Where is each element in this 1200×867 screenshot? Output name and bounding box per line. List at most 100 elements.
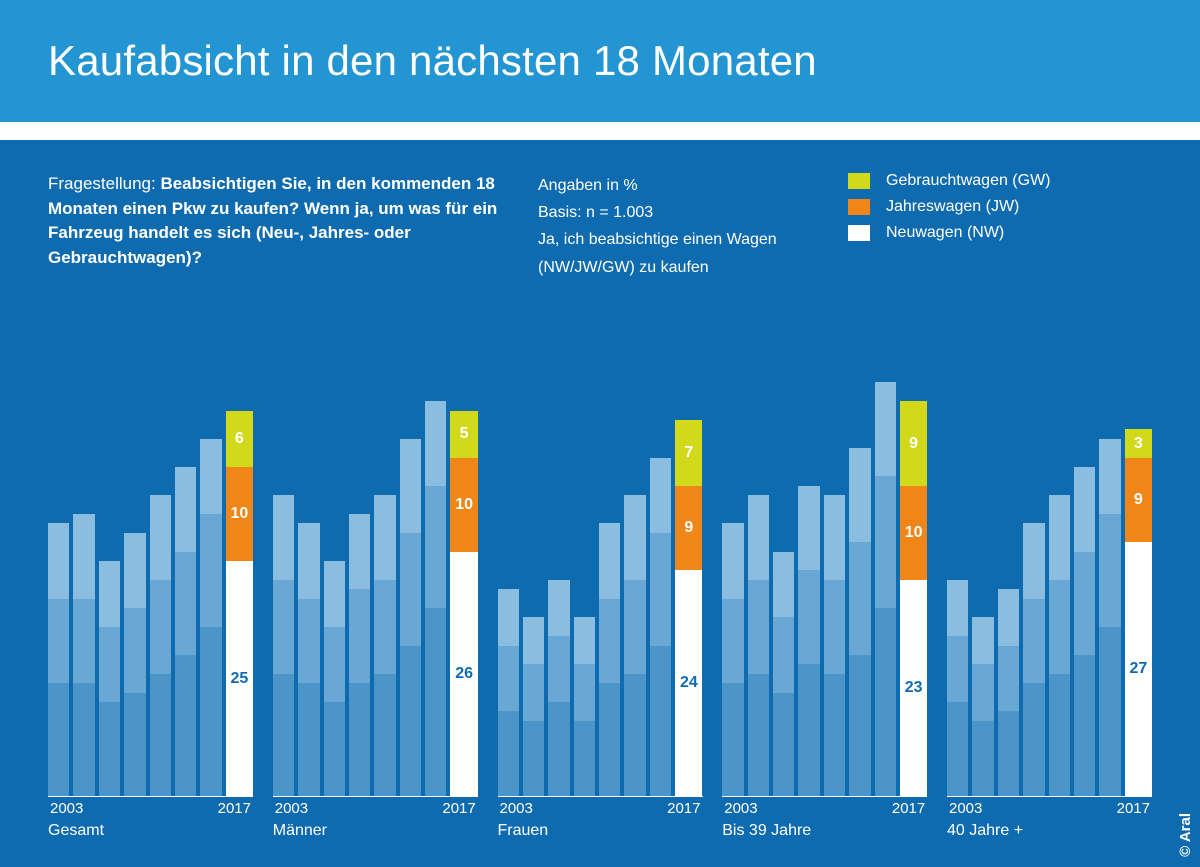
bar-seg-top — [1049, 495, 1070, 580]
bar-historical — [548, 580, 569, 796]
bar-seg-top — [875, 382, 896, 476]
bar-seg-top — [498, 589, 519, 645]
axis-labels: 20032017 — [48, 800, 253, 820]
bar-seg-top — [150, 495, 171, 580]
page: Kaufabsicht in den nächsten 18 Monaten F… — [0, 0, 1200, 867]
legend-item-nw: Neuwagen (NW) — [848, 224, 1148, 242]
question-label: Fragestellung: — [48, 174, 160, 193]
year-end: 2017 — [667, 800, 700, 817]
bar-seg-gw: 7 — [675, 420, 702, 486]
chart-group: 25106 20032017 Gesamt — [48, 340, 253, 840]
bar-seg-jw: 10 — [900, 486, 927, 580]
bar-seg-bottom — [748, 674, 769, 796]
bar-seg-mid — [722, 599, 743, 684]
bar-historical — [73, 514, 94, 796]
bar-seg-bottom — [972, 721, 993, 796]
bar-seg-top — [374, 495, 395, 580]
bar-seg-mid — [374, 580, 395, 674]
group-label: 40 Jahre + — [947, 822, 1023, 840]
bar-seg-mid — [523, 664, 544, 720]
chart-group: 27932003201740 Jahre + — [947, 340, 1152, 840]
legend-item-jw: Jahreswagen (JW) — [848, 198, 1148, 216]
bar-current: 25106 — [226, 411, 253, 796]
bar-seg-gw: 3 — [1125, 429, 1152, 457]
legend-swatch-gw — [848, 173, 870, 189]
bar-historical — [998, 589, 1019, 796]
charts-container: 2510620032017Gesamt2610520032017Männer24… — [48, 340, 1152, 840]
bar-seg-mid — [548, 636, 569, 702]
bar-historical — [798, 486, 819, 796]
bar-historical — [99, 561, 120, 796]
bars-area: 25106 — [48, 340, 253, 796]
bar-historical — [849, 448, 870, 796]
bars-area: 2793 — [947, 340, 1152, 796]
bars-area: 2497 — [498, 340, 703, 796]
bar-seg-top — [273, 495, 294, 580]
bar-seg-nw: 24 — [675, 570, 702, 796]
bar-seg-mid — [650, 533, 671, 646]
bar-seg-jw: 10 — [450, 458, 477, 552]
bar-seg-bottom — [48, 683, 69, 796]
question-text: Fragestellung: Beabsichtigen Sie, in den… — [48, 172, 538, 281]
meta-line: Basis: n = 1.003 — [538, 199, 848, 226]
bar-historical — [400, 439, 421, 796]
bar-historical — [523, 617, 544, 796]
year-start: 2003 — [500, 800, 533, 817]
bar-seg-bottom — [150, 674, 171, 796]
bar-seg-mid — [624, 580, 645, 674]
bars-area: 23109 — [722, 340, 927, 796]
axis-line — [947, 796, 1152, 797]
bar-historical — [574, 617, 595, 796]
group-label: Frauen — [498, 822, 549, 840]
group-label: Bis 39 Jahre — [722, 822, 811, 840]
bar-seg-top — [947, 580, 968, 636]
group-label: Gesamt — [48, 822, 104, 840]
bar-seg-bottom — [1074, 655, 1095, 796]
bar-historical — [972, 617, 993, 796]
bar-seg-bottom — [548, 702, 569, 796]
bar-seg-top — [548, 580, 569, 636]
bar-seg-top — [124, 533, 145, 608]
bar-historical — [624, 495, 645, 796]
bar-seg-bottom — [523, 721, 544, 796]
bar-seg-mid — [150, 580, 171, 674]
bar-historical — [599, 523, 620, 796]
bar-historical — [48, 523, 69, 796]
bar-historical — [298, 523, 319, 796]
bar-seg-top — [425, 401, 446, 486]
bar-seg-top — [349, 514, 370, 589]
meta-line: Angaben in % — [538, 172, 848, 199]
legend-label: Jahreswagen (JW) — [886, 198, 1019, 216]
bar-seg-top — [1023, 523, 1044, 598]
bar-historical — [124, 533, 145, 796]
bar-seg-bottom — [273, 674, 294, 796]
bar-seg-bottom — [99, 702, 120, 796]
bar-seg-mid — [200, 514, 221, 627]
bar-historical — [947, 580, 968, 796]
bar-seg-jw: 9 — [675, 486, 702, 571]
bar-seg-mid — [273, 580, 294, 674]
bar-seg-top — [824, 495, 845, 580]
bar-seg-mid — [349, 589, 370, 683]
bar-historical — [273, 495, 294, 796]
year-end: 2017 — [1117, 800, 1150, 817]
bar-seg-mid — [574, 664, 595, 720]
bar-seg-mid — [48, 599, 69, 684]
bar-seg-top — [523, 617, 544, 664]
bar-seg-top — [650, 458, 671, 533]
bar-seg-mid — [798, 570, 819, 664]
bar-seg-mid — [1099, 514, 1120, 627]
bars-area: 26105 — [273, 340, 478, 796]
year-start: 2003 — [275, 800, 308, 817]
bar-seg-nw: 23 — [900, 580, 927, 796]
bar-seg-top — [722, 523, 743, 598]
bar-seg-mid — [1074, 552, 1095, 655]
bar-seg-bottom — [798, 664, 819, 796]
bar-historical — [875, 382, 896, 796]
axis-line — [48, 796, 253, 797]
bar-seg-mid — [824, 580, 845, 674]
bar-seg-bottom — [200, 627, 221, 796]
bar-seg-nw: 27 — [1125, 542, 1152, 796]
axis-labels: 2003 2017 — [498, 800, 703, 820]
bar-current: 23109 — [900, 401, 927, 796]
